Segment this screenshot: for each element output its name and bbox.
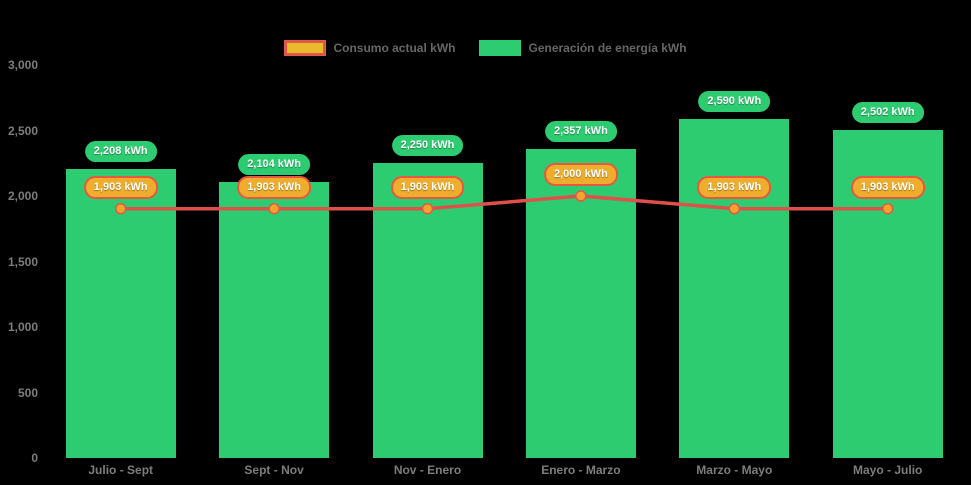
y-axis-tick-label: 3,000	[7, 58, 38, 72]
x-axis-label-enero-marzo: Enero - Marzo	[541, 463, 621, 477]
legend-swatch-generacion-de-energia-kwh-icon	[479, 40, 522, 56]
bar-value-label: 2,104 kWh	[238, 154, 310, 176]
line-value-label: 1,903 kWh	[237, 175, 311, 199]
x-axis-label-marzo-mayo: Marzo - Mayo	[696, 463, 773, 477]
y-axis-tick-label: 2,000	[7, 189, 38, 203]
x-axis-label-mayo-julio: Mayo - Julio	[853, 463, 923, 477]
y-axis-tick-label: 1,500	[7, 254, 38, 269]
bar-value-label: 2,250 kWh	[391, 135, 464, 157]
line-value-label: 1,903 kWh	[697, 175, 772, 199]
bar-enero-marzo[interactable]	[525, 149, 636, 458]
legend-item-generacion-de-energia-kwh[interactable]: Generación de energía kWh	[479, 40, 687, 56]
bar-nov-enero[interactable]	[372, 163, 483, 458]
line-value-label: 2,000 kWh	[543, 163, 618, 186]
bar-sept-nov[interactable]	[219, 182, 330, 458]
y-axis-tick-label: 0	[31, 451, 38, 465]
legend-label: Consumo actual kWh	[333, 41, 456, 55]
bar-value-label: 2,502 kWh	[851, 102, 924, 124]
x-axis-label-julio-sept: Julio - Sept	[88, 463, 154, 477]
chart-legend: Consumo actual kWh Generación de energía …	[0, 40, 971, 56]
y-axis-tick-label: 1,000	[7, 320, 38, 334]
bar-value-label: 2,590 kWh	[698, 90, 771, 112]
line-value-label: 1,903 kWh	[390, 175, 465, 199]
line-value-label: 1,903 kWh	[83, 175, 158, 199]
line-value-label: 1,903 kWh	[850, 175, 925, 199]
bar-marzo-mayo[interactable]	[679, 118, 790, 458]
legend-swatch-consumo-actual-kwh-icon	[284, 40, 327, 56]
bar-value-label: 2,208 kWh	[84, 140, 157, 162]
y-axis-tick-label: 2,500	[7, 123, 38, 138]
legend-item-consumo-actual-kwh[interactable]: Consumo actual kWh	[284, 40, 455, 56]
x-axis-label-nov-enero: Nov - Enero	[393, 463, 462, 477]
bar-julio-sept[interactable]	[65, 168, 176, 458]
legend-label: Generación de energía kWh	[528, 41, 687, 55]
y-axis-tick-label: 500	[17, 385, 38, 400]
x-axis-label-sept-nov: Sept - Nov	[244, 463, 304, 477]
bar-value-label: 2,357 kWh	[544, 121, 617, 143]
